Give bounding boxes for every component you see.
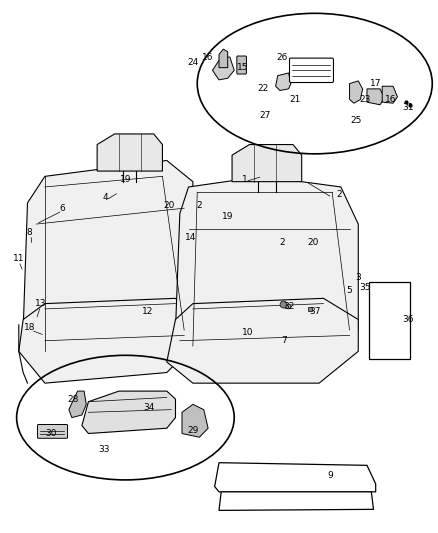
Text: 25: 25 [350, 116, 362, 125]
Text: 7: 7 [281, 336, 287, 345]
Text: 24: 24 [187, 58, 198, 67]
Text: 3: 3 [355, 272, 361, 281]
Text: 14: 14 [185, 233, 196, 242]
Text: 31: 31 [403, 103, 414, 112]
Text: 23: 23 [359, 95, 371, 104]
Text: 16: 16 [202, 53, 214, 62]
Text: 18: 18 [24, 323, 35, 332]
Text: 13: 13 [35, 299, 46, 308]
Text: 37: 37 [309, 307, 321, 316]
Text: 29: 29 [187, 426, 198, 435]
Text: 33: 33 [98, 445, 110, 454]
FancyBboxPatch shape [290, 58, 333, 83]
Text: 27: 27 [259, 111, 270, 120]
Polygon shape [82, 391, 176, 433]
Text: 1: 1 [242, 174, 248, 183]
Text: 17: 17 [370, 79, 381, 88]
Text: 4: 4 [103, 193, 109, 202]
Polygon shape [97, 134, 162, 171]
Polygon shape [182, 405, 208, 437]
Polygon shape [350, 81, 363, 103]
Text: 12: 12 [141, 307, 153, 316]
Text: 19: 19 [120, 174, 131, 183]
Text: 20: 20 [163, 201, 175, 210]
Text: 30: 30 [46, 429, 57, 438]
Text: 36: 36 [403, 315, 414, 324]
Text: 10: 10 [241, 328, 253, 337]
Text: 16: 16 [385, 95, 397, 104]
Text: 21: 21 [290, 95, 301, 104]
Text: 6: 6 [60, 204, 65, 213]
Polygon shape [382, 86, 397, 103]
Polygon shape [219, 492, 374, 511]
Text: 35: 35 [359, 283, 371, 292]
Text: 2: 2 [279, 238, 285, 247]
Text: 32: 32 [283, 302, 294, 311]
Polygon shape [367, 89, 385, 105]
Polygon shape [176, 176, 358, 357]
FancyBboxPatch shape [369, 282, 410, 359]
Polygon shape [23, 160, 193, 351]
Text: 2: 2 [197, 201, 202, 210]
Polygon shape [167, 298, 358, 383]
Text: 5: 5 [347, 286, 353, 295]
Polygon shape [212, 57, 234, 80]
Polygon shape [69, 391, 86, 418]
Text: 26: 26 [276, 53, 288, 62]
Text: 8: 8 [27, 228, 32, 237]
Text: 19: 19 [222, 212, 233, 221]
Polygon shape [19, 298, 193, 383]
Text: 28: 28 [67, 394, 79, 403]
Text: 20: 20 [307, 238, 318, 247]
Text: 11: 11 [13, 254, 25, 263]
Polygon shape [276, 73, 291, 91]
Text: 34: 34 [144, 402, 155, 411]
Polygon shape [232, 144, 302, 182]
Text: 15: 15 [237, 63, 249, 72]
Text: 2: 2 [336, 190, 342, 199]
Polygon shape [215, 463, 376, 492]
Text: 22: 22 [257, 84, 268, 93]
Text: 9: 9 [327, 471, 333, 480]
FancyBboxPatch shape [38, 424, 67, 438]
Polygon shape [219, 49, 228, 68]
FancyBboxPatch shape [237, 56, 247, 74]
